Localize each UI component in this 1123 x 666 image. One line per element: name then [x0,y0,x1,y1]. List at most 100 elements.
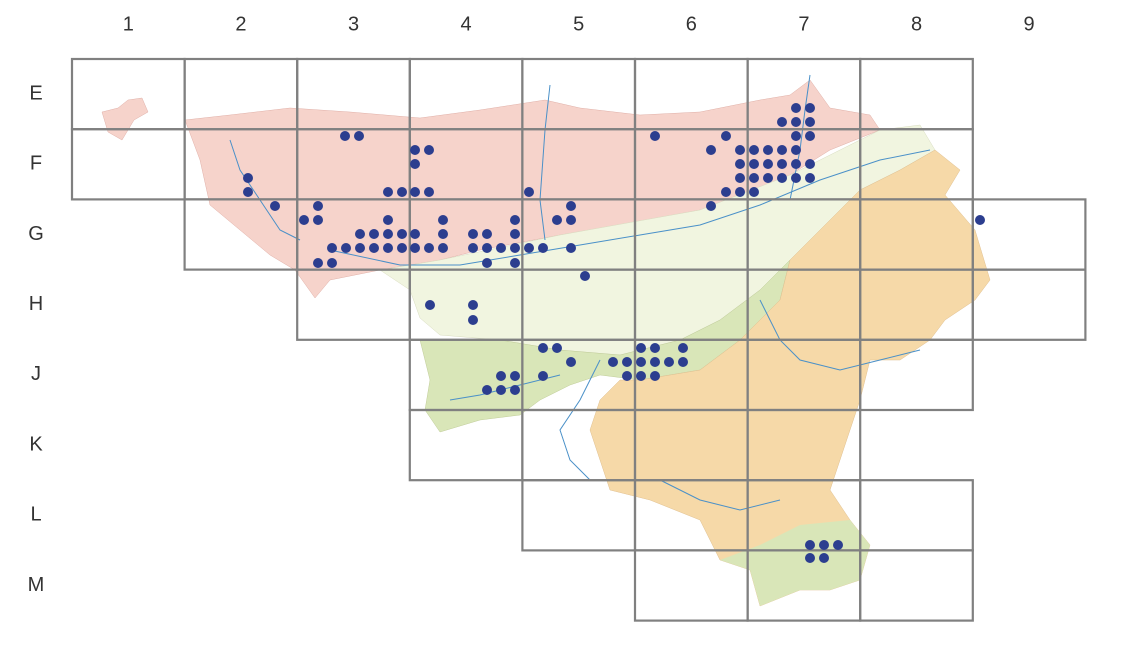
observation-dot [243,173,253,183]
observation-dot [650,371,660,381]
row-label: H [29,293,43,315]
observation-dot [636,371,646,381]
observation-dot [805,553,815,563]
observation-dot [327,243,337,253]
observation-dot [777,117,787,127]
observation-dot [424,145,434,155]
observation-dot [763,173,773,183]
observation-dot [510,385,520,395]
observation-dot [410,187,420,197]
observation-dot [410,229,420,239]
observation-dot [735,173,745,183]
river [759,299,921,371]
observation-dot [650,131,660,141]
column-label: 6 [686,13,697,35]
observation-dot [791,145,801,155]
row-label: K [29,433,43,455]
river [559,359,601,481]
column-label: 9 [1024,13,1035,35]
observation-dot [763,159,773,169]
column-label: 2 [235,13,246,35]
observation-dot [721,131,731,141]
column-label: 7 [798,13,809,35]
observation-dot [538,343,548,353]
observation-dot [805,131,815,141]
observation-dot [468,300,478,310]
observation-dot [482,258,492,268]
observation-dot [538,243,548,253]
observation-dot [805,103,815,113]
observation-dot [650,357,660,367]
observation-dot [354,131,364,141]
observation-dot [749,173,759,183]
region-south-green [720,520,870,606]
observation-dot [438,215,448,225]
row-label: M [28,574,45,596]
observation-dot [383,229,393,239]
observation-dot [383,243,393,253]
observation-dot [706,201,716,211]
observation-dot [397,229,407,239]
observation-dot [777,145,787,155]
observation-dot [327,258,337,268]
observation-dot [791,131,801,141]
observation-dot [552,343,562,353]
row-label: E [29,82,42,104]
observation-dot [410,243,420,253]
observation-dot [749,159,759,169]
observation-dot [510,258,520,268]
grid-cell [859,57,974,131]
observation-dot [650,343,660,353]
observation-dot [355,229,365,239]
observation-dot [510,229,520,239]
observation-dot [496,385,506,395]
observation-dot [410,145,420,155]
row-label: J [31,363,41,385]
observations [243,103,985,563]
observation-dot [468,229,478,239]
grid-cell [859,338,974,412]
observation-dot [270,201,280,211]
grid-cell [971,268,1087,341]
observation-dot [524,243,534,253]
observation-dot [664,357,674,367]
observation-dot [552,215,562,225]
grid-cell [859,549,974,622]
observation-dot [243,187,253,197]
observation-dot [636,357,646,367]
column-label: 5 [573,13,584,35]
river [539,84,551,241]
column-label: 4 [461,13,472,35]
observation-dot [383,215,393,225]
observation-dot [369,243,379,253]
observation-dot [777,173,787,183]
observation-dot [566,357,576,367]
observation-dot [819,553,829,563]
observation-dot [410,159,420,169]
observation-dot [777,159,787,169]
observation-dot [566,215,576,225]
observation-dot [580,271,590,281]
observation-dot [566,243,576,253]
observation-dot [313,215,323,225]
row-label: L [30,504,41,526]
observation-dot [424,243,434,253]
observation-dot [496,371,506,381]
observation-dot [340,131,350,141]
observation-dot [622,357,632,367]
observation-dot [749,187,759,197]
observation-dot [706,145,716,155]
observation-dot [735,187,745,197]
observation-dot [636,343,646,353]
observation-dot [482,229,492,239]
river [329,149,931,266]
observation-dot [369,229,379,239]
observation-dot [805,159,815,169]
observation-dot [397,187,407,197]
grid-cell [859,479,974,552]
observation-dot [678,343,688,353]
observation-dot [749,145,759,155]
observation-dot [341,243,351,253]
observation-dot [791,173,801,183]
